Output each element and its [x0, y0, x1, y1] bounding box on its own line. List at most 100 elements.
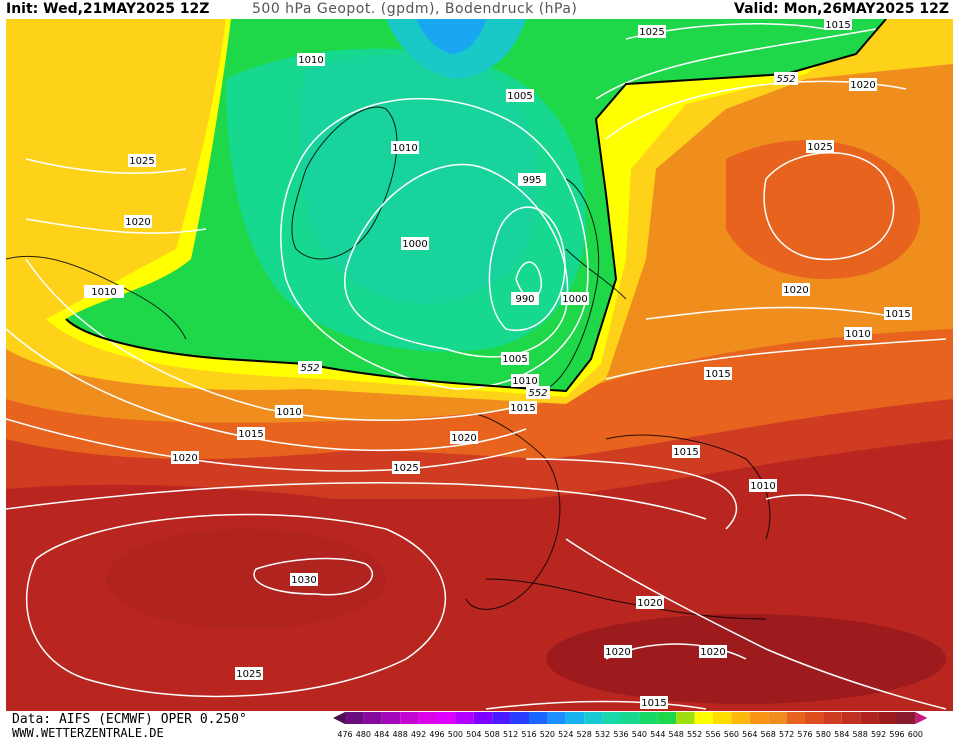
isobar-label: 1015	[884, 307, 912, 320]
svg-text:1010: 1010	[512, 376, 537, 387]
init-time-label: Init: Wed,21MAY2025 12Z	[6, 1, 210, 17]
colorbar-tick-label: 496	[429, 730, 444, 739]
colorbar-cell	[510, 712, 529, 724]
svg-text:1015: 1015	[238, 429, 263, 440]
colorbar-cell	[547, 712, 566, 724]
colorbar-tick-label: 492	[411, 730, 426, 739]
isobar-label: 1005	[506, 89, 534, 102]
isobar-label: 1010	[391, 141, 419, 154]
contour-label: 552	[298, 361, 322, 374]
isobar-label: 1020	[450, 431, 478, 444]
svg-text:1015: 1015	[885, 309, 910, 320]
svg-text:1010: 1010	[392, 143, 417, 154]
colorbar-cell	[878, 712, 897, 724]
colorbar-tick-label: 540	[632, 730, 647, 739]
colorbar-cell	[786, 712, 805, 724]
isobar-label: 1010	[297, 53, 325, 66]
map-title: 500 hPa Geopot. (gpdm), Bodendruck (hPa)	[252, 1, 578, 17]
svg-text:552: 552	[776, 74, 795, 85]
colorbar-cell	[768, 712, 787, 724]
colorbar-tick-label: 480	[356, 730, 371, 739]
contour-label: 552	[526, 386, 550, 399]
colorbar-cell	[694, 712, 713, 724]
svg-text:1010: 1010	[845, 329, 870, 340]
colorbar-cell	[823, 712, 842, 724]
svg-text:1025: 1025	[129, 156, 154, 167]
isobar-label: 1020	[604, 645, 632, 658]
isobar-label: 1030	[290, 573, 318, 586]
svg-text:1025: 1025	[807, 142, 832, 153]
colorbar-cell	[345, 712, 364, 724]
svg-text:1015: 1015	[510, 403, 535, 414]
svg-text:1020: 1020	[125, 217, 150, 228]
isobar-label: 1015	[640, 696, 668, 709]
isobar-label: 1020	[124, 215, 152, 228]
data-source-label: Data: AIFS (ECMWF) OPER 0.250°	[12, 712, 247, 727]
colorbar-tick-label: 508	[485, 730, 500, 739]
svg-text:990: 990	[515, 294, 534, 305]
isobar-label: 1025	[806, 140, 834, 153]
isobar-label: 1010	[749, 479, 777, 492]
colorbar-cell	[602, 712, 621, 724]
isobar-label: 1015	[824, 19, 852, 31]
svg-text:1010: 1010	[298, 55, 323, 66]
isobar-label: 1025	[128, 154, 156, 167]
svg-text:1020: 1020	[783, 285, 808, 296]
colorbar-cell	[418, 712, 437, 724]
svg-text:1020: 1020	[451, 433, 476, 444]
svg-text:1015: 1015	[705, 369, 730, 380]
svg-text:552: 552	[528, 388, 547, 399]
colorbar-tick-label: 572	[779, 730, 794, 739]
isobar-label: 1015	[672, 445, 700, 458]
colorbar-tick-label: 516	[521, 730, 536, 739]
svg-text:1015: 1015	[673, 447, 698, 458]
svg-text:1005: 1005	[507, 91, 532, 102]
isobar-label: 995	[518, 173, 546, 186]
svg-text:1005: 1005	[502, 354, 527, 365]
colorbar-tick-label: 500	[448, 730, 463, 739]
colorbar-tick-label: 532	[595, 730, 610, 739]
colorbar-cell	[897, 712, 916, 724]
svg-text:1020: 1020	[172, 453, 197, 464]
colorbar-arrow-left	[333, 712, 345, 724]
colorbar-cell	[473, 712, 493, 724]
svg-text:995: 995	[522, 175, 541, 186]
svg-text:1025: 1025	[639, 27, 664, 38]
colorbar-cell	[400, 712, 419, 724]
svg-text:1000: 1000	[562, 294, 587, 305]
colorbar-tick-label: 544	[650, 730, 665, 739]
isobar-label: 1020	[699, 645, 727, 658]
colorbar-tick-label: 528	[577, 730, 592, 739]
colorbar-arrow-right	[915, 712, 928, 724]
svg-text:1020: 1020	[637, 598, 662, 609]
isobar-label: 1020	[171, 451, 199, 464]
isobar-label: 1015	[509, 401, 537, 414]
map-header: Init: Wed,21MAY2025 12Z 500 hPa Geopot. …	[0, 0, 959, 20]
svg-text:552: 552	[300, 363, 319, 374]
colorbar-tick-label: 488	[393, 730, 408, 739]
colorbar-cell	[639, 712, 658, 724]
isobar-label: 1025	[638, 25, 666, 38]
contour-label: 552	[774, 72, 798, 85]
colorbar-tick-label: 524	[558, 730, 573, 739]
svg-text:1010: 1010	[750, 481, 775, 492]
isobar-label: 1010	[511, 374, 539, 387]
colorbar-cell	[621, 712, 640, 724]
colorbar-tick-label: 484	[374, 730, 389, 739]
isobar-label: 1000	[401, 237, 429, 250]
isobar-label: 1015	[237, 427, 265, 440]
isobar-label: 1010	[844, 327, 872, 340]
colorbar-cell	[860, 712, 879, 724]
colorbar-tick-label: 520	[540, 730, 555, 739]
valid-time-label: Valid: Mon,26MAY2025 12Z	[734, 1, 949, 17]
svg-text:1025: 1025	[236, 669, 261, 680]
colorbar-cell	[584, 712, 603, 724]
isobar-label: 1005	[501, 352, 529, 365]
isobar-label: 990	[511, 292, 539, 305]
colorbar-tick-label: 576	[797, 730, 812, 739]
isobar-label: 1010	[84, 285, 124, 298]
colorbar-tick-label: 564	[742, 730, 757, 739]
svg-text:1010: 1010	[276, 407, 301, 418]
isobar-label: 1025	[235, 667, 263, 680]
svg-text:1020: 1020	[850, 80, 875, 91]
